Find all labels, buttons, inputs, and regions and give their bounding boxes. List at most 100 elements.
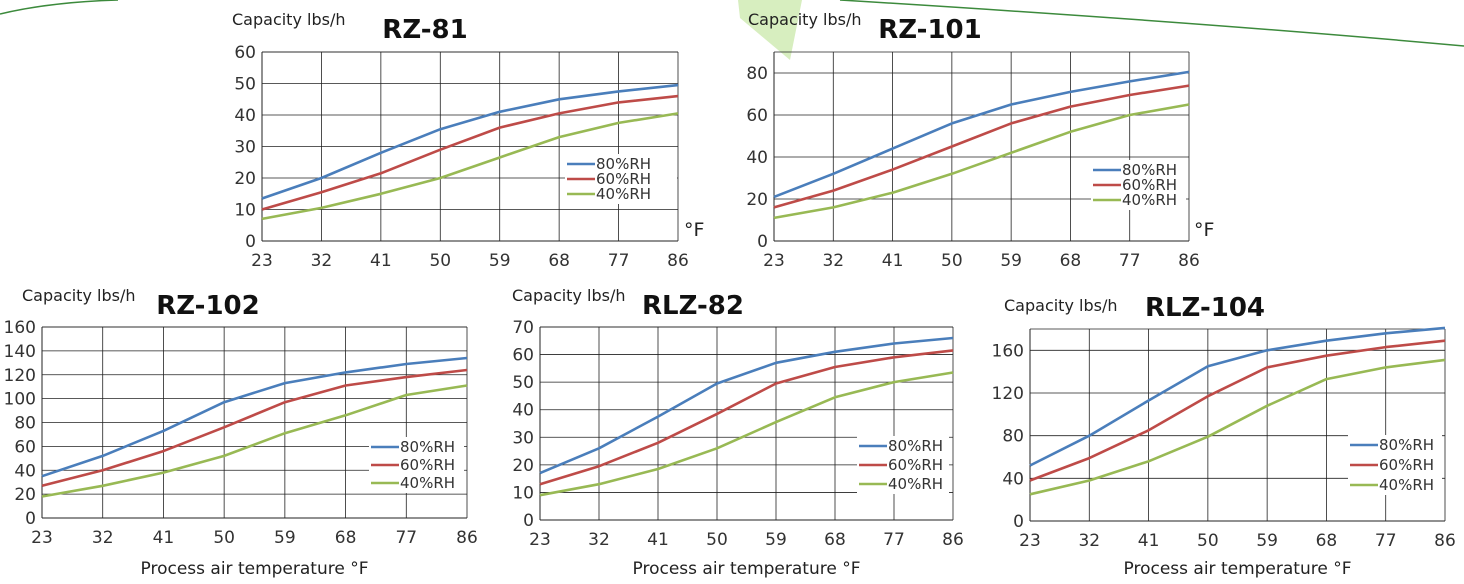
x-tick-label: 41 [647, 530, 669, 550]
x-tick-label: 77 [395, 528, 417, 548]
y-tick-label: 0 [757, 232, 768, 252]
x-tick-label: 50 [213, 528, 235, 548]
series-line-40rh [261, 112, 679, 221]
y-tick-label: 40 [234, 106, 256, 126]
series-line-80rh [41, 356, 468, 478]
x-tick-label: 32 [92, 528, 114, 548]
x-tick-label: 59 [765, 530, 787, 550]
y-tick-label: 20 [14, 485, 36, 505]
green-swoosh-right [839, 0, 1464, 47]
series-line-80rh [261, 83, 679, 200]
y-tick-label: 40 [14, 461, 36, 481]
x-tick-label: 68 [1316, 531, 1338, 551]
x-tick-label: 41 [882, 251, 904, 271]
legend-label: 60%RH [1379, 456, 1434, 474]
x-tick-label: 23 [1019, 531, 1041, 551]
x-tick-label: 23 [763, 251, 785, 271]
y-axis-label: Capacity lbs/h [748, 10, 861, 29]
legend-label: 60%RH [888, 456, 943, 474]
series-line-60rh [261, 94, 679, 211]
legend-label: 80%RH [1379, 436, 1434, 454]
x-axis-label: Process air temperature °F [1124, 559, 1352, 579]
x-tick-label: 23 [251, 251, 273, 271]
chart-title: RZ-102 [156, 291, 259, 321]
x-tick-label: 77 [883, 530, 905, 550]
x-tick-label: 59 [274, 528, 296, 548]
legend-label: 40%RH [400, 474, 455, 492]
y-tick-label: 40 [746, 148, 768, 168]
series-line-80rh [1029, 326, 1446, 467]
y-tick-label: 120 [992, 384, 1024, 404]
y-tick-label: 80 [746, 64, 768, 84]
x-tick-label: 86 [1178, 251, 1200, 271]
y-axis-label: Capacity lbs/h [232, 10, 345, 29]
x-axis-label: Process air temperature °F [141, 559, 369, 579]
x-axis-unit: °F [684, 219, 704, 241]
x-tick-label: 32 [822, 251, 844, 271]
x-tick-label: 59 [1000, 251, 1022, 271]
y-tick-label: 0 [523, 511, 534, 531]
x-tick-label: 50 [429, 251, 451, 271]
x-tick-label: 32 [1078, 531, 1100, 551]
series-line-40rh [41, 384, 468, 498]
legend-label: 60%RH [1122, 176, 1177, 194]
x-tick-label: 59 [489, 251, 511, 271]
x-tick-label: 32 [311, 251, 333, 271]
chart-title: RLZ-82 [642, 291, 744, 321]
legend-label: 80%RH [1122, 161, 1177, 179]
x-tick-label: 68 [548, 251, 570, 271]
chart-title: RLZ-104 [1145, 293, 1265, 323]
series-line-60rh [773, 84, 1190, 209]
y-tick-label: 50 [512, 373, 534, 393]
y-tick-label: 80 [14, 414, 36, 434]
legend-label: 60%RH [596, 170, 651, 188]
x-tick-label: 41 [153, 528, 175, 548]
chart-title: RZ-101 [878, 15, 981, 45]
legend-label: 80%RH [888, 437, 943, 455]
legend-label: 80%RH [400, 438, 455, 456]
x-tick-label: 41 [370, 251, 392, 271]
x-tick-label: 32 [588, 530, 610, 550]
green-swoosh-left [0, 0, 119, 15]
y-tick-label: 80 [1002, 427, 1024, 447]
x-tick-label: 77 [1119, 251, 1141, 271]
x-tick-label: 50 [1197, 531, 1219, 551]
green-leaf-shape [738, 0, 802, 60]
x-tick-label: 77 [1375, 531, 1397, 551]
legend-label: 40%RH [888, 475, 943, 493]
y-tick-label: 20 [234, 169, 256, 189]
y-axis-label: Capacity lbs/h [1004, 296, 1117, 315]
y-tick-label: 60 [234, 43, 256, 63]
y-tick-label: 100 [4, 390, 36, 410]
legend-label: 40%RH [596, 185, 651, 203]
x-axis-unit: °F [1194, 219, 1214, 241]
x-tick-label: 59 [1256, 531, 1278, 551]
x-tick-label: 68 [335, 528, 357, 548]
y-tick-label: 30 [512, 428, 534, 448]
y-tick-label: 0 [245, 232, 256, 252]
x-tick-label: 23 [529, 530, 551, 550]
y-tick-label: 10 [512, 483, 534, 503]
series-line-60rh [539, 349, 954, 486]
legend-label: 80%RH [596, 155, 651, 173]
x-tick-label: 86 [942, 530, 964, 550]
x-tick-label: 68 [824, 530, 846, 550]
x-tick-label: 86 [456, 528, 478, 548]
y-tick-label: 0 [1013, 512, 1024, 532]
y-tick-label: 50 [234, 75, 256, 95]
y-tick-label: 140 [4, 342, 36, 362]
y-tick-label: 0 [25, 509, 36, 529]
y-tick-label: 40 [1002, 469, 1024, 489]
y-tick-label: 160 [4, 318, 36, 338]
y-tick-label: 60 [512, 346, 534, 366]
x-tick-label: 68 [1060, 251, 1082, 271]
y-tick-label: 70 [512, 318, 534, 338]
y-axis-label: Capacity lbs/h [22, 286, 135, 305]
y-tick-label: 20 [746, 190, 768, 210]
x-tick-label: 41 [1138, 531, 1160, 551]
